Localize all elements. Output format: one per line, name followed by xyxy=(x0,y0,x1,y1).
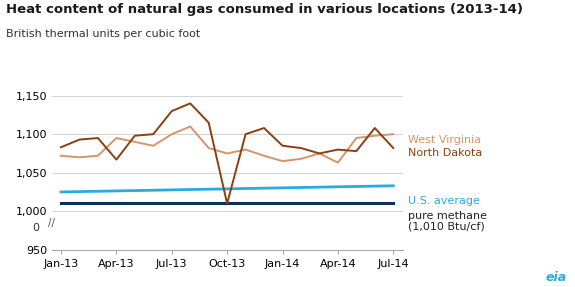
Text: North Dakota: North Dakota xyxy=(408,148,482,158)
Text: (1,010 Btu/cf): (1,010 Btu/cf) xyxy=(408,221,485,231)
Text: eia: eia xyxy=(545,271,566,284)
Text: U.S. average: U.S. average xyxy=(408,197,480,206)
Text: pure methane: pure methane xyxy=(408,211,487,221)
Text: //: // xyxy=(48,218,55,228)
Text: Heat content of natural gas consumed in various locations (2013-14): Heat content of natural gas consumed in … xyxy=(6,3,523,16)
Text: British thermal units per cubic foot: British thermal units per cubic foot xyxy=(6,29,200,39)
Text: 0: 0 xyxy=(32,223,39,233)
Text: West Virginia: West Virginia xyxy=(408,135,481,145)
